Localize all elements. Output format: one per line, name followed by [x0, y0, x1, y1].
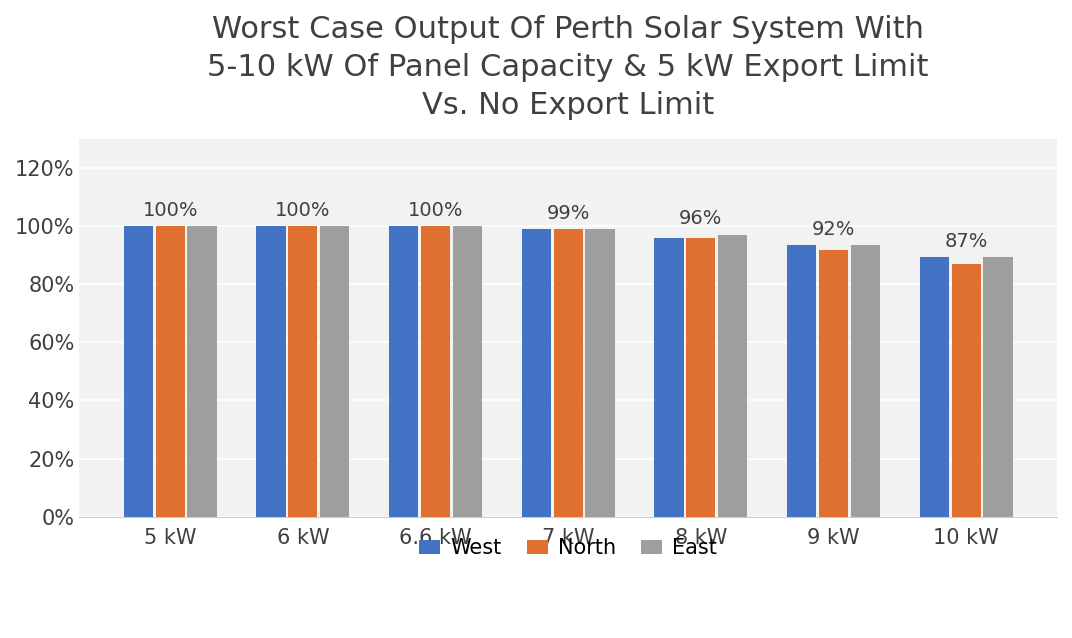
- Bar: [123, 226, 153, 517]
- Bar: [421, 226, 450, 517]
- Bar: [920, 257, 949, 517]
- Bar: [188, 226, 217, 517]
- Bar: [686, 238, 715, 517]
- Title: Worst Case Output Of Perth Solar System With
5-10 kW Of Panel Capacity & 5 kW Ex: Worst Case Output Of Perth Solar System …: [207, 15, 929, 121]
- Text: 92%: 92%: [812, 220, 855, 239]
- Bar: [787, 245, 816, 517]
- Bar: [522, 229, 551, 517]
- Bar: [983, 257, 1013, 517]
- Bar: [851, 245, 880, 517]
- Bar: [819, 249, 848, 517]
- Bar: [389, 226, 418, 517]
- Text: 100%: 100%: [143, 201, 198, 220]
- Bar: [155, 226, 184, 517]
- Bar: [654, 238, 684, 517]
- Text: 96%: 96%: [680, 209, 723, 228]
- Bar: [288, 226, 317, 517]
- Text: 87%: 87%: [944, 232, 987, 251]
- Legend: West, North, East: West, North, East: [411, 530, 726, 567]
- Text: 100%: 100%: [407, 201, 463, 220]
- Bar: [718, 235, 747, 517]
- Bar: [585, 229, 614, 517]
- Text: 99%: 99%: [547, 204, 590, 223]
- Bar: [553, 229, 583, 517]
- Text: 100%: 100%: [276, 201, 330, 220]
- Bar: [321, 226, 349, 517]
- Bar: [452, 226, 482, 517]
- Bar: [256, 226, 285, 517]
- Bar: [952, 264, 981, 517]
